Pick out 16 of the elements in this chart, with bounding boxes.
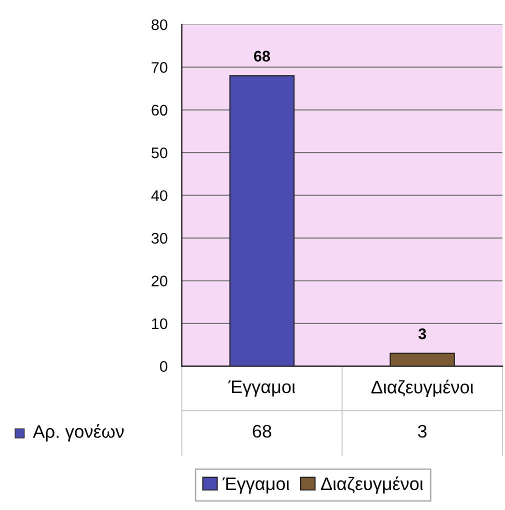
y-tick-label: 10: [152, 318, 168, 330]
category-label: Διαζευγμένοι: [320, 476, 423, 494]
data-label: 68: [252, 424, 272, 438]
y-tick-label: 80: [152, 19, 168, 30]
legend-label: Αρ. γονέων: [32, 424, 124, 442]
data-label: 3: [418, 424, 427, 438]
y-tick-label: 60: [152, 104, 168, 116]
y-tick-label: 20: [152, 276, 168, 286]
y-tick-label: 70: [152, 62, 168, 73]
y-tick-label: 30: [152, 232, 168, 244]
category-label: Έγγαμοι: [222, 477, 290, 494]
y-tick-label: 0: [160, 361, 168, 372]
y-tick-label: 50: [152, 147, 168, 158]
annotation: 68: [254, 50, 270, 62]
y-tick-label: 40: [151, 190, 168, 202]
annotation: 3: [418, 328, 426, 340]
